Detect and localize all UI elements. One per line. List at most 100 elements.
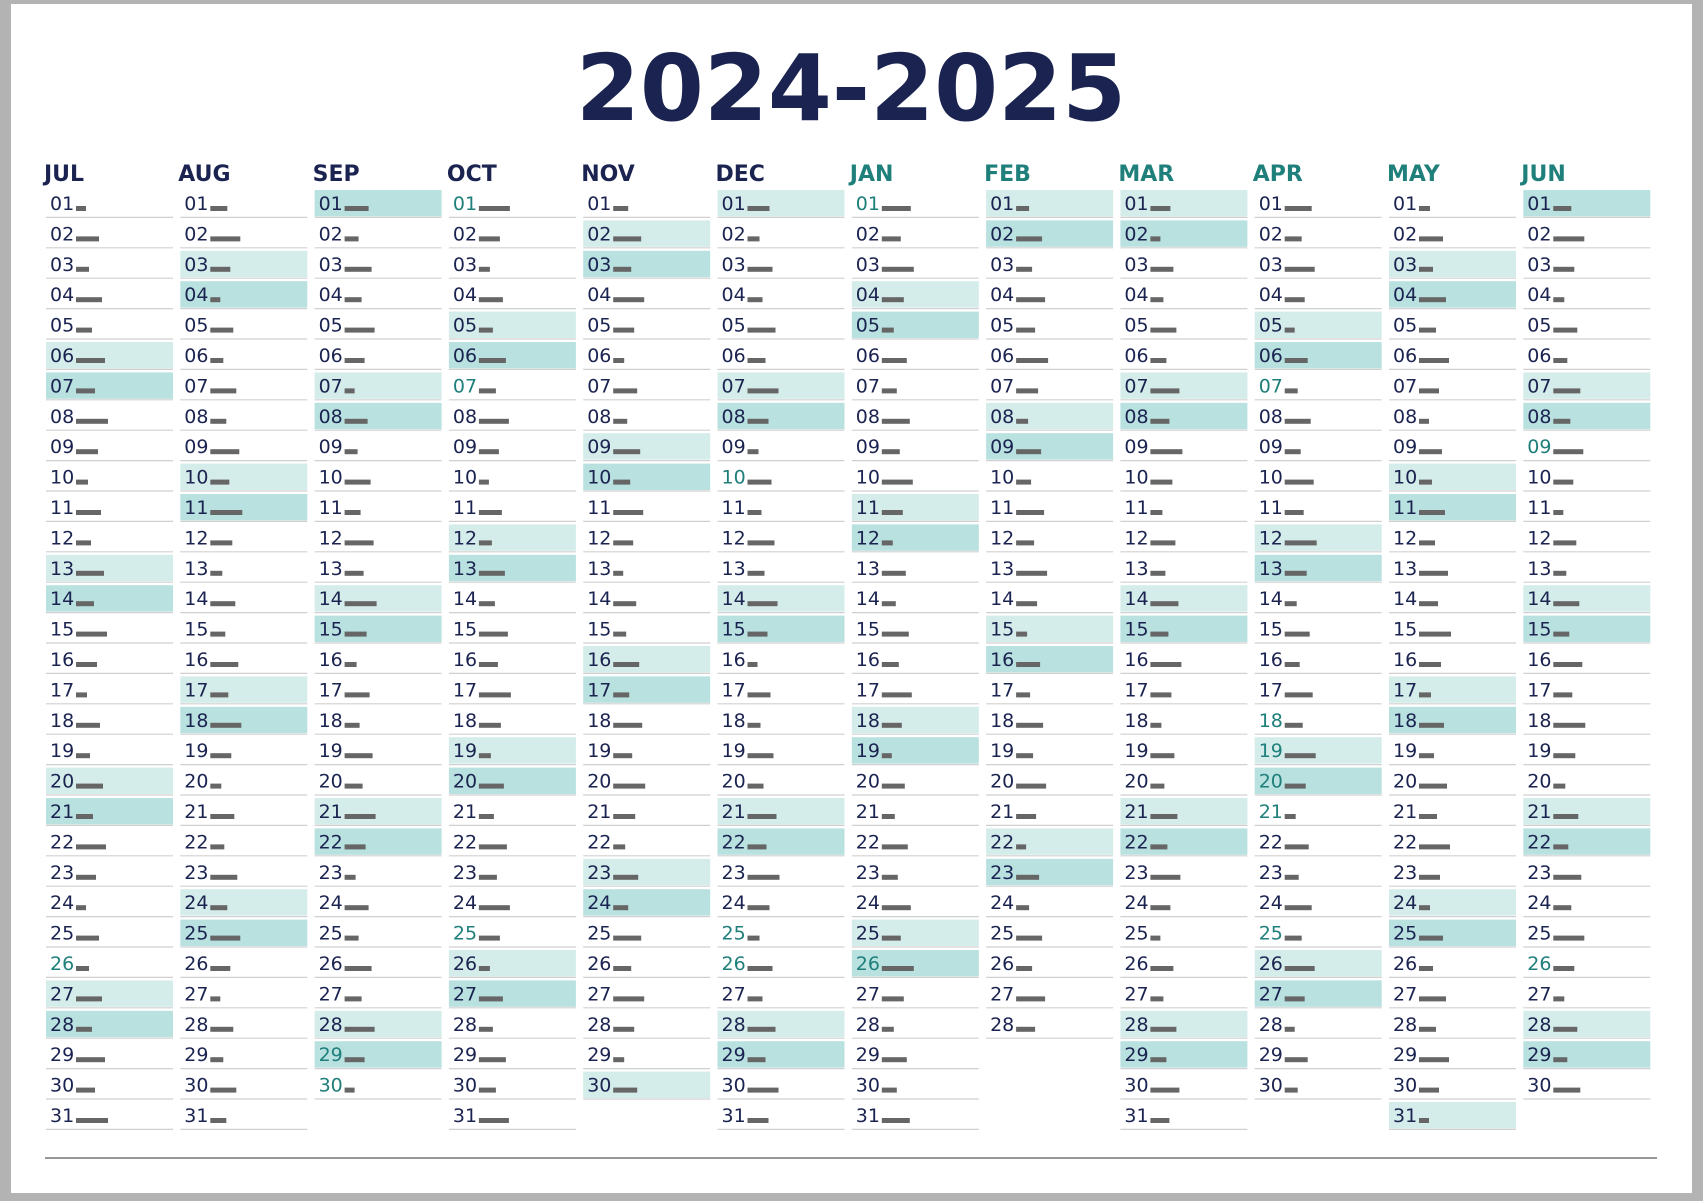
day-number: 05 [50,315,74,337]
day-number: 09 [319,436,343,458]
day-number: 23 [1124,862,1148,884]
day-number: 06 [184,345,208,367]
day-number: 04 [50,284,74,306]
day-highlight [314,798,442,825]
weekday-placeholder [747,601,778,607]
weekday-placeholder [1284,1026,1295,1032]
day-number: 18 [587,710,611,732]
weekday-placeholder [478,662,498,667]
weekday-placeholder [210,570,223,576]
day-highlight [851,737,979,764]
day-number: 29 [856,1044,880,1066]
day-highlight [986,433,1114,460]
weekday-placeholder [344,266,372,272]
day-highlight [851,524,979,551]
weekday-placeholder [1016,966,1033,971]
weekday-placeholder [1553,874,1582,880]
weekday-placeholder [747,388,779,394]
weekday-placeholder [1150,297,1164,303]
weekday-placeholder [1016,479,1032,485]
day-number: 02 [722,223,746,245]
weekday-placeholder [1016,905,1030,911]
day-number: 02 [990,223,1014,245]
day-number: 07 [1393,375,1417,397]
day-highlight [314,615,442,642]
weekday-placeholder [747,418,769,424]
day-highlight [1254,524,1382,551]
weekday-placeholder [1553,1087,1581,1093]
day-number: 18 [1124,710,1148,732]
day-number: 27 [1259,983,1283,1005]
weekday-placeholder [1284,206,1312,211]
day-highlight [717,798,845,825]
weekday-placeholder [1150,479,1173,485]
day-number: 30 [1393,1075,1417,1097]
day-highlight [1254,950,1382,977]
weekday-placeholder [76,874,96,880]
day-number: 10 [587,467,611,489]
day-number: 05 [1393,315,1417,337]
weekday-placeholder [76,449,98,455]
weekday-placeholder [76,479,88,485]
weekday-placeholder [344,1026,375,1032]
day-number: 15 [1259,619,1283,641]
weekday-placeholder [344,935,359,941]
weekday-placeholder [210,692,229,698]
day-number: 20 [50,771,74,793]
day-number: 02 [1124,223,1148,245]
weekday-placeholder [881,236,901,242]
day-number: 26 [184,953,208,975]
weekday-placeholder [1016,206,1030,211]
weekday-placeholder [747,206,770,211]
day-number: 05 [1259,315,1283,337]
day-number: 03 [1259,254,1283,276]
day-number: 03 [184,254,208,276]
day-number: 10 [184,467,208,489]
month-name: NOV [581,162,635,187]
weekday-placeholder [1284,388,1298,394]
day-number: 24 [184,892,208,914]
weekday-placeholder [478,935,500,941]
weekday-placeholder [747,479,772,485]
weekday-placeholder [210,631,226,637]
weekday-placeholder [1419,753,1434,759]
day-highlight [1254,980,1382,1007]
weekday-placeholder [478,601,495,607]
day-number: 18 [453,710,477,732]
weekday-placeholder [881,905,911,911]
day-highlight [583,676,711,703]
weekday-placeholder [1016,753,1034,759]
day-number: 10 [50,467,74,489]
day-highlight [1523,828,1651,855]
day-number: 06 [319,345,343,367]
day-number: 20 [1527,771,1551,793]
weekday-placeholder [1016,388,1039,394]
day-number: 30 [722,1075,746,1097]
day-number: 13 [1393,558,1417,580]
day-highlight [1523,372,1651,399]
weekday-placeholder [747,844,767,850]
weekday-placeholder [1150,388,1180,394]
weekday-placeholder [76,905,86,911]
day-number: 29 [1527,1044,1551,1066]
weekday-placeholder [747,236,760,242]
day-highlight [314,828,442,855]
day-number: 08 [1259,406,1283,428]
weekday-placeholder [1419,327,1436,333]
day-number: 15 [1124,619,1148,641]
day-number: 03 [50,254,74,276]
weekday-placeholder [1553,1026,1578,1032]
day-highlight [1523,1010,1651,1038]
weekday-placeholder [1553,449,1584,455]
weekday-placeholder [1553,722,1586,728]
day-highlight [1120,828,1248,855]
weekday-placeholder [210,510,243,515]
weekday-placeholder [344,814,376,819]
month-name: SEP [313,162,360,187]
weekday-placeholder [881,966,914,971]
weekday-placeholder [747,692,771,698]
weekday-placeholder [881,722,902,728]
weekday-placeholder [1419,266,1433,272]
day-number: 28 [50,1014,74,1036]
day-number: 01 [319,193,343,215]
